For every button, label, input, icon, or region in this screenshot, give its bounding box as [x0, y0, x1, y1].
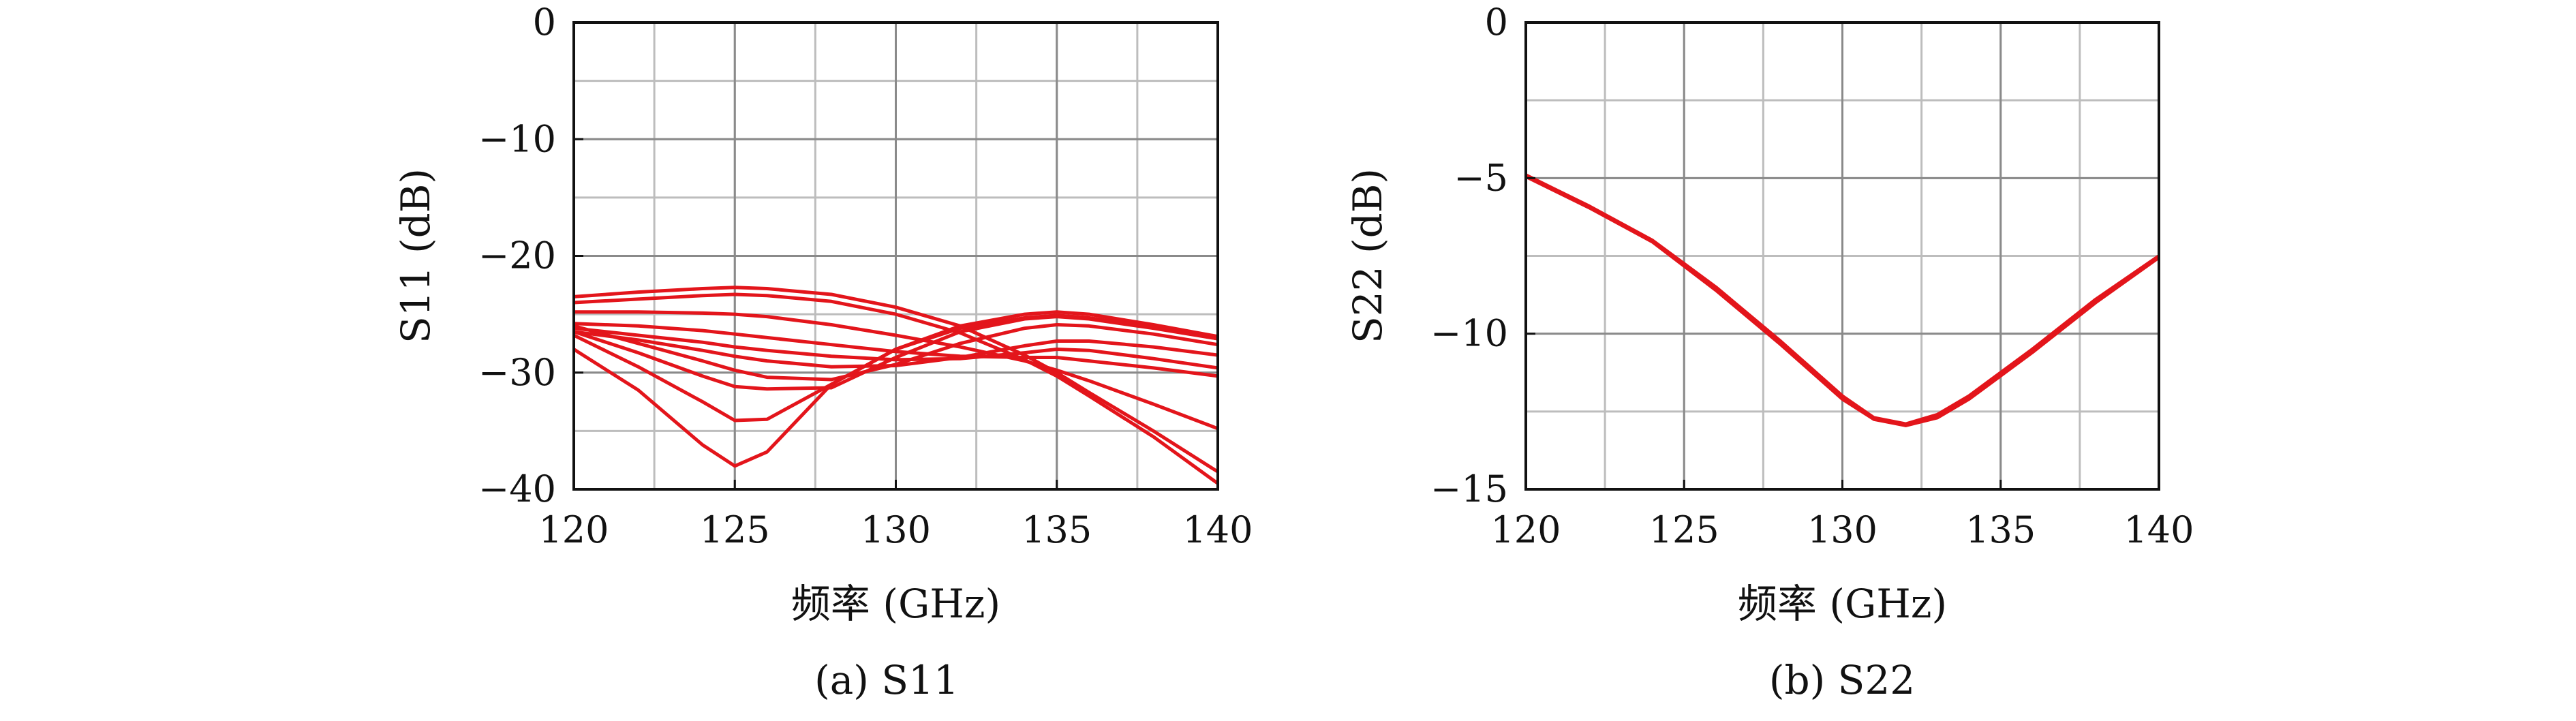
- x-axis-label: 频率 (GHz): [791, 581, 1000, 627]
- subfigure-caption: (a) S11: [814, 657, 959, 703]
- series-line-1: [573, 286, 1219, 474]
- series-line-2: [1524, 174, 2160, 427]
- series-line-5: [573, 326, 1218, 370]
- x-tick-label: 130: [861, 508, 931, 551]
- y-tick-label: −15: [1430, 467, 1508, 510]
- x-tick-label: 135: [1022, 508, 1092, 551]
- y-tick-label: −5: [1454, 156, 1508, 199]
- y-tick-label: −10: [1430, 312, 1508, 355]
- x-tick-label: 125: [700, 508, 770, 551]
- subfigure-caption: (b) S22: [1769, 657, 1915, 703]
- y-tick-label: 0: [533, 1, 556, 44]
- x-tick-label: 130: [1807, 508, 1877, 551]
- y-tick-label: −40: [478, 467, 556, 510]
- y-tick-label: −20: [478, 234, 556, 277]
- y-tick-label: 0: [1485, 1, 1508, 44]
- x-tick-label: 140: [2123, 508, 2194, 551]
- y-axis-label: S22 (dB): [1345, 168, 1391, 343]
- series-line-4: [573, 322, 1218, 378]
- y-axis-label: S11 (dB): [393, 168, 439, 343]
- chart-panel-2: 120 125 130 135 140 0 −5 −10 −15 频率 (GHz) S22 (dB)…: [1345, 1, 2194, 703]
- x-tick-label: 125: [1649, 508, 1719, 551]
- series-line-3: [574, 310, 1218, 431]
- y-tick-label: −30: [478, 351, 556, 394]
- series-line-10: [572, 313, 1218, 468]
- series-line-2: [573, 292, 1219, 485]
- x-axis-label: 频率 (GHz): [1738, 581, 1947, 627]
- series-line-7: [573, 323, 1218, 382]
- x-tick-label: 120: [1490, 508, 1561, 551]
- y-tick-label: −10: [478, 117, 556, 160]
- x-tick-label: 135: [1965, 508, 2036, 551]
- x-tick-label: 120: [538, 508, 609, 551]
- chart-panel-1: 120 125 130 135 140 0 −10 −20 −30 −40 频率 (GHz) S11 …: [393, 1, 1253, 703]
- x-tick-label: 140: [1182, 508, 1253, 551]
